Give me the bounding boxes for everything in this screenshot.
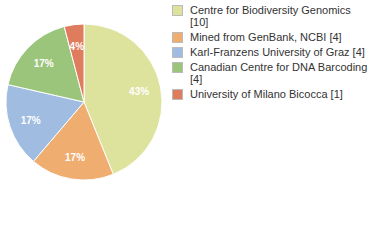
legend-swatch xyxy=(172,62,183,73)
chart: 43% 17% 17% 17% 4% Centre for Biodiversity G… xyxy=(0,0,380,240)
legend-swatch xyxy=(172,32,183,43)
data-label: 4% xyxy=(70,41,85,52)
legend-swatch xyxy=(172,89,183,100)
data-label: 43% xyxy=(129,86,149,97)
legend-label: Canadian Centre for DNA Barcoding [4] xyxy=(190,61,367,85)
legend: Centre for Biodiversity Genomics [10] Min… xyxy=(172,4,372,103)
data-label: 17% xyxy=(34,58,54,69)
data-labels: 43% 17% 17% 17% 4% xyxy=(21,41,150,163)
legend-label: Centre for Biodiversity Genomics [10] xyxy=(190,4,351,28)
legend-label: Mined from GenBank, NCBI [4] xyxy=(190,31,342,43)
legend-label: University of Milano Bicocca [1] xyxy=(190,88,343,100)
legend-entry: Mined from GenBank, NCBI [4] xyxy=(172,31,368,43)
legend-entry: University of Milano Bicocca [1] xyxy=(172,88,368,100)
pie-area: 43% 17% 17% 17% 4% xyxy=(0,0,170,240)
data-label: 17% xyxy=(21,115,41,126)
legend-swatch xyxy=(172,5,183,16)
legend-entry: Centre for Biodiversity Genomics [10] xyxy=(172,4,368,28)
legend-label: Karl-Franzens University of Graz [4] xyxy=(190,46,365,58)
legend-entry: Canadian Centre for DNA Barcoding [4] xyxy=(172,61,368,85)
data-label: 17% xyxy=(65,152,85,163)
pie-slice xyxy=(64,24,84,102)
legend-swatch xyxy=(172,47,183,58)
legend-entry: Karl-Franzens University of Graz [4] xyxy=(172,46,368,58)
